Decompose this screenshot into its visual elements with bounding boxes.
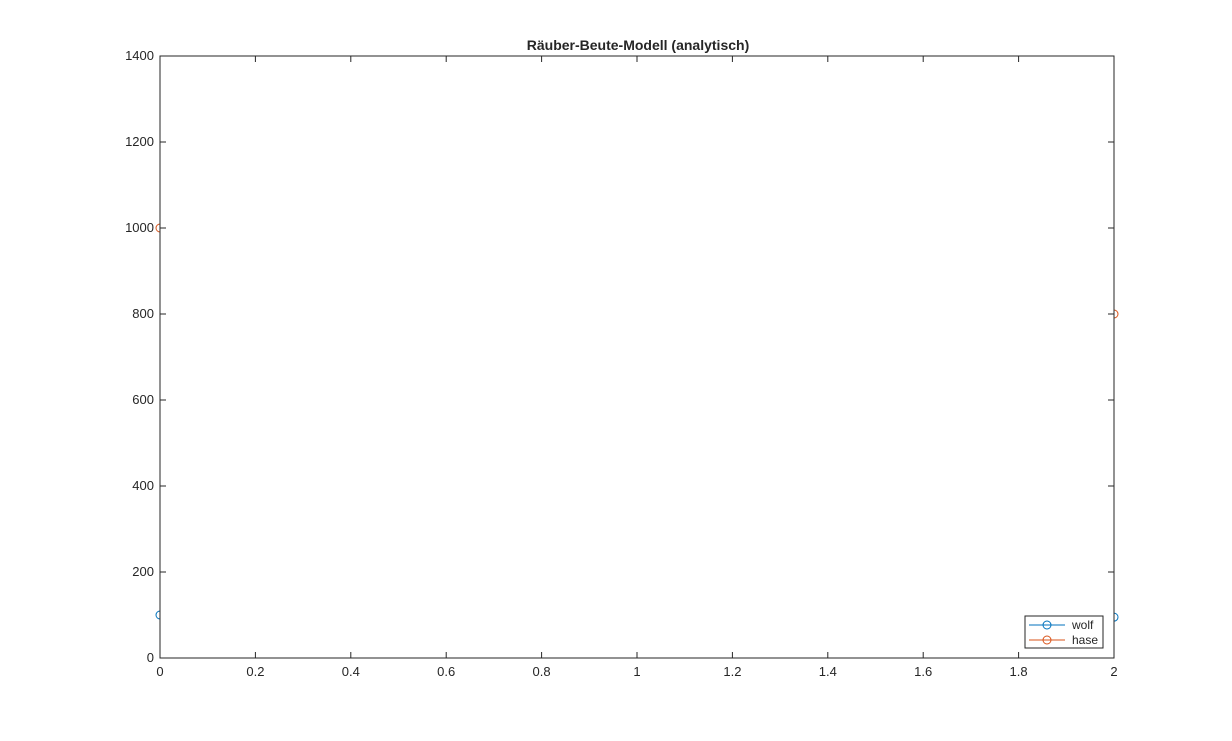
y-tick-label: 600	[132, 392, 154, 407]
y-tick-label: 200	[132, 564, 154, 579]
y-tick-label: 1000	[125, 220, 154, 235]
y-tick-label: 800	[132, 306, 154, 321]
y-tick-label: 0	[147, 650, 154, 665]
legend-label-hase: hase	[1072, 633, 1098, 647]
x-tick-label: 0.8	[533, 664, 551, 679]
legend-marker-wolf	[1042, 620, 1052, 630]
y-tick-label: 1200	[125, 134, 154, 149]
x-tick-label: 0.4	[342, 664, 360, 679]
x-tick-label: 0	[156, 664, 163, 679]
x-tick-label: 1.2	[723, 664, 741, 679]
y-tick-label: 400	[132, 478, 154, 493]
x-tick-label: 0.6	[437, 664, 455, 679]
legend-marker-hase	[1042, 635, 1052, 645]
chart-title: Räuber-Beute-Modell (analytisch)	[527, 37, 749, 53]
axes-box	[159, 55, 1115, 659]
x-tick-label: 1.6	[914, 664, 932, 679]
x-tick-label: 1.8	[1010, 664, 1028, 679]
x-tick-label: 0.2	[246, 664, 264, 679]
legend-label-wolf: wolf	[1071, 618, 1094, 632]
legend-box	[1024, 615, 1104, 649]
x-tick-label: 2	[1110, 664, 1117, 679]
x-tick-label: 1	[633, 664, 640, 679]
x-tick-label: 1.4	[819, 664, 837, 679]
axes: 0 0.2 0.4 0.6 0.8 1 1.2 1.4 1.6 1.8 2 0 200 400 600 800…	[125, 48, 1118, 679]
y-tick-label: 1400	[125, 48, 154, 63]
